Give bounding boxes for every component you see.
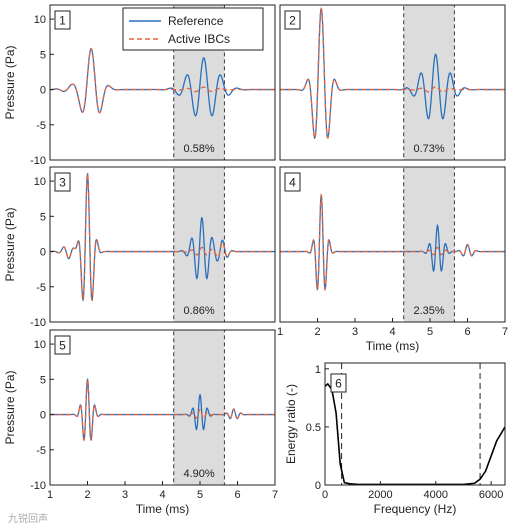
y-tick-label: 0.5 [306, 422, 321, 434]
axes-frame [49, 166, 276, 323]
x-axis-label: Frequency (Hz) [374, 502, 457, 516]
plot-area [50, 47, 275, 117]
series-line-active-ibcs [50, 377, 275, 442]
x-tick-label: 6000 [479, 489, 503, 501]
y-axis-label: Energy ratio (-) [284, 384, 298, 464]
x-tick-label: 0 [322, 489, 328, 501]
y-tick-label: -5 [36, 120, 46, 132]
panel-3: 0.86% -10 -5 0 5 10 Pressure (Pa) 3 [3, 166, 276, 329]
x-tick-label: 6 [234, 489, 240, 501]
panel-number: 1 [59, 14, 66, 28]
plot-area [50, 172, 275, 302]
y-tick-label: 5 [40, 374, 46, 386]
plot-area [280, 7, 505, 140]
legend-label-active: Active IBCs [168, 32, 230, 46]
y-tick-label: 0 [40, 247, 46, 259]
percent-label: 0.73% [413, 143, 444, 155]
x-tick-label: 7 [502, 326, 508, 338]
y-tick-label: -5 [36, 282, 46, 294]
x-tick-label: 1 [277, 326, 283, 338]
panel-number: 2 [289, 14, 296, 28]
axes-frame [279, 166, 506, 323]
y-tick-label: 0 [40, 85, 46, 97]
y-tick-label: -5 [36, 445, 46, 457]
x-tick-label: 3 [352, 326, 358, 338]
percent-label: 2.35% [413, 305, 444, 317]
plot-area [325, 363, 505, 485]
x-tick-label: 2 [84, 489, 90, 501]
y-tick-label: 5 [40, 49, 46, 61]
y-axis-label: Pressure (Pa) [3, 45, 17, 119]
axes-frame [324, 362, 506, 486]
panel-1: 0.58% -10 -5 0 5 10 Pressure (Pa) 1 Reference Act… [3, 4, 276, 167]
y-tick-label: 0 [40, 410, 46, 422]
y-tick-label: -10 [30, 155, 46, 167]
series-line-active-ibcs [280, 7, 505, 140]
x-tick-label: 2000 [368, 489, 392, 501]
panel-number: 5 [59, 339, 66, 353]
x-axis-label: Time (ms) [366, 339, 420, 353]
x-tick-label: 4000 [424, 489, 448, 501]
axes-frame [49, 4, 276, 161]
x-tick-label: 1 [47, 489, 53, 501]
panel-number-box [330, 373, 347, 393]
window-region [403, 4, 455, 161]
axes-frame [279, 4, 506, 161]
plot-area [50, 377, 275, 442]
y-tick-label: -10 [30, 480, 46, 492]
panel-number-box [54, 335, 71, 355]
y-axis-label: Pressure (Pa) [3, 207, 17, 281]
series-line-active-ibcs [50, 172, 275, 302]
panel-5: 4.90% -10 -5 0 5 10 1 2 3 4 5 6 7 Pressure (Pa) Time (… [3, 329, 278, 516]
plot-area [280, 193, 505, 292]
series-line-active-ibcs [50, 47, 275, 114]
legend-label-reference: Reference [168, 14, 224, 28]
percent-label: 4.90% [183, 468, 214, 480]
energy-ratio-line [325, 382, 505, 485]
percent-label: 0.86% [183, 305, 214, 317]
legend-box [122, 7, 264, 51]
y-tick-label: 10 [34, 14, 46, 26]
panel-number: 4 [289, 176, 296, 190]
x-tick-label: 5 [197, 489, 203, 501]
y-tick-label: 0 [315, 480, 321, 492]
axes-frame [49, 329, 276, 486]
series-line-reference [50, 377, 275, 442]
panel-number-box [54, 10, 71, 30]
x-tick-label: 4 [389, 326, 395, 338]
x-tick-label: 4 [159, 489, 165, 501]
panel-number: 6 [335, 377, 342, 391]
x-tick-label: 6 [464, 326, 470, 338]
panel-number-box [284, 172, 301, 192]
series-line-reference [50, 47, 275, 117]
x-tick-label: 2 [314, 326, 320, 338]
legend: Reference Active IBCs [122, 7, 264, 51]
y-tick-label: 10 [34, 339, 46, 351]
panel-6: 0 0.5 1 0 2000 4000 6000 Energy ratio (-) Freque… [284, 362, 506, 516]
y-tick-label: 1 [315, 364, 321, 376]
x-tick-label: 3 [122, 489, 128, 501]
watermark: 九锐回声 [8, 514, 48, 525]
series-line-reference [280, 193, 505, 292]
panel-number-box [54, 172, 71, 192]
series-line-active-ibcs [280, 193, 505, 292]
percent-label: 0.58% [183, 143, 214, 155]
panel-number: 3 [59, 176, 66, 190]
y-tick-label: 5 [40, 211, 46, 223]
x-tick-label: 7 [272, 489, 278, 501]
panel-2: 0.73% 2 [279, 4, 506, 161]
panel-number-box [284, 10, 301, 30]
y-tick-label: 10 [34, 176, 46, 188]
y-tick-label: -10 [30, 317, 46, 329]
x-axis-label: Time (ms) [136, 502, 190, 516]
y-axis-label: Pressure (Pa) [3, 370, 17, 444]
series-line-reference [280, 7, 505, 140]
x-tick-label: 5 [427, 326, 433, 338]
